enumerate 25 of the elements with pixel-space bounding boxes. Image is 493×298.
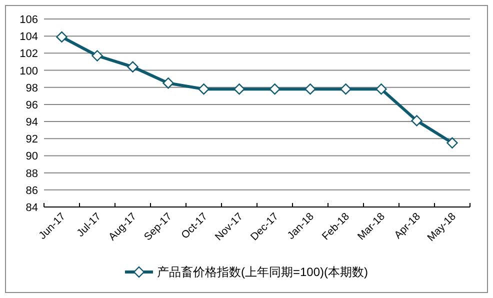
point [376, 83, 387, 95]
point [198, 83, 210, 95]
point [162, 77, 174, 89]
y-tick-label: 106 [20, 14, 38, 26]
point [446, 137, 458, 149]
point [304, 83, 316, 95]
y-tick-label: 84 [26, 202, 38, 214]
point [127, 61, 138, 72]
legend: 产品畜价格指数(上年同期=100)(本期数) [125, 265, 368, 279]
y-tick-label: 100 [20, 65, 38, 78]
y-tick-label: 96 [26, 99, 38, 112]
point [92, 50, 103, 62]
y-tick-label: 92 [26, 134, 38, 146]
point [56, 31, 68, 43]
point [234, 83, 245, 95]
point [340, 83, 352, 95]
y-tick-label: 94 [26, 116, 38, 129]
y-tick-label: 102 [20, 48, 38, 60]
y-tick-label: 86 [26, 184, 38, 197]
y-tick-label: 88 [26, 168, 38, 180]
y-tick-label: 98 [26, 82, 38, 94]
point [269, 83, 280, 95]
point [411, 115, 422, 126]
y-tick-label: 104 [20, 31, 38, 44]
y-tick-label: 90 [26, 150, 38, 163]
